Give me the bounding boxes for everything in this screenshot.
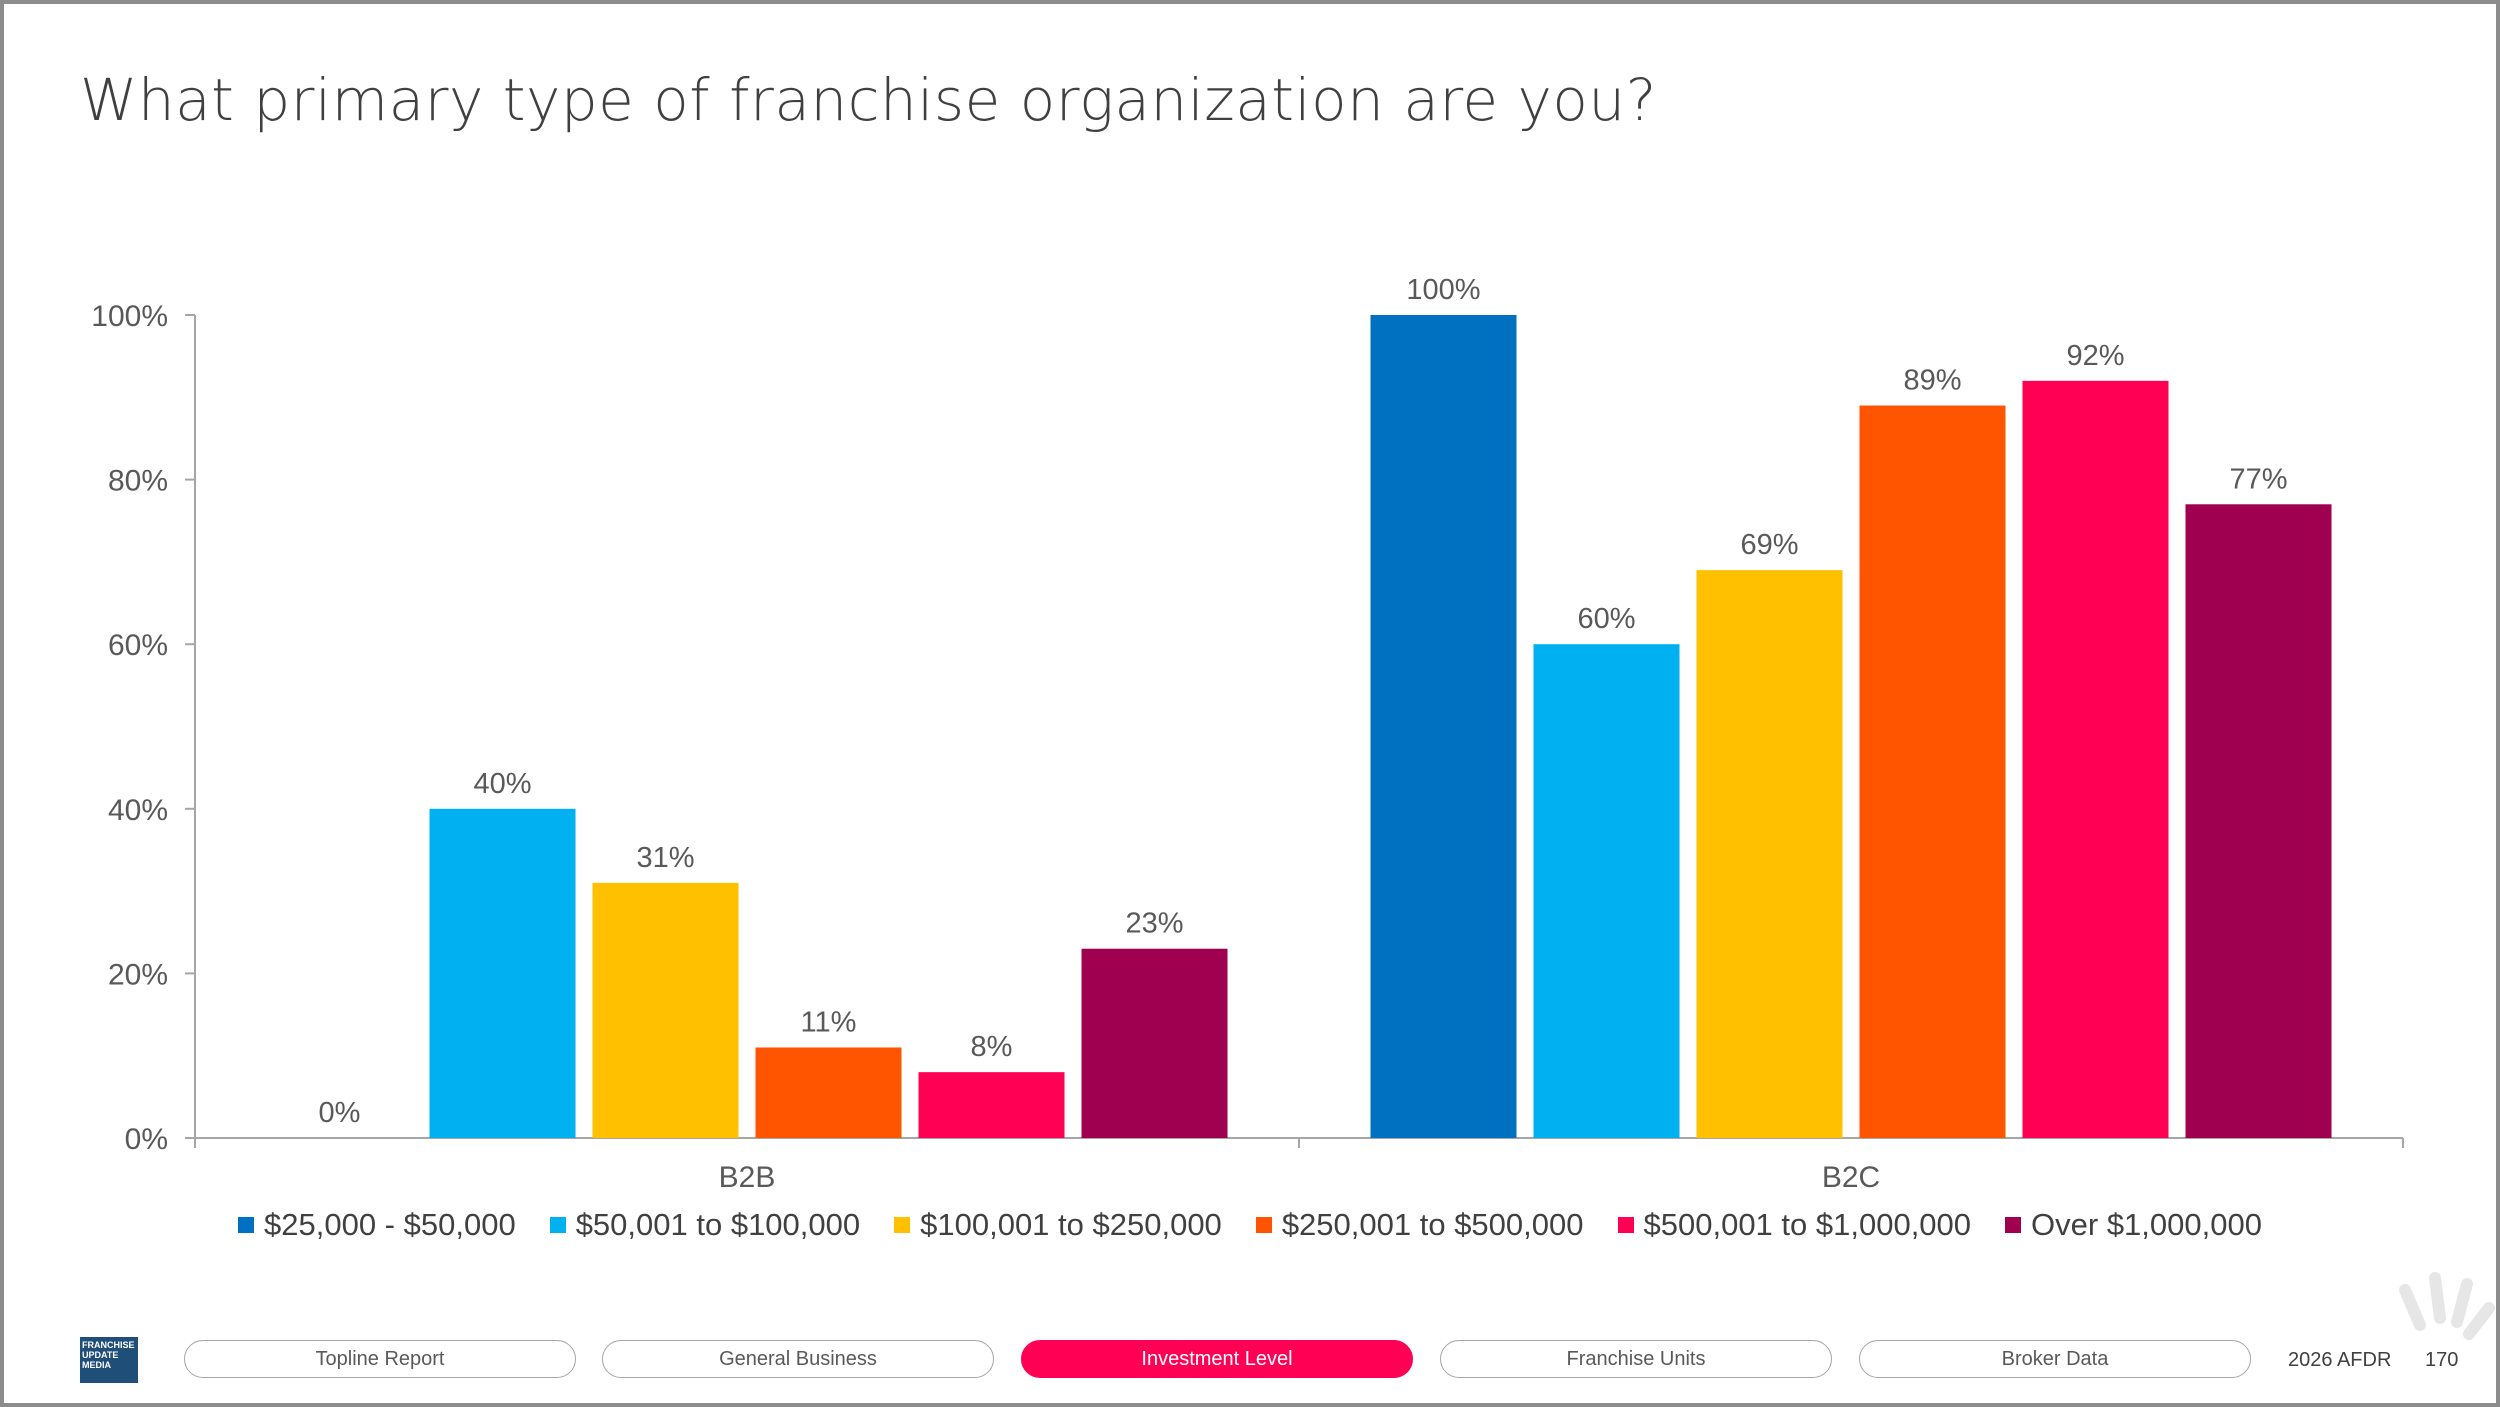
bar xyxy=(1533,644,1680,1138)
slide-title: What primary type of franchise organizat… xyxy=(80,66,1657,134)
bar-data-label: 11% xyxy=(801,1006,857,1038)
legend-swatch xyxy=(894,1217,911,1233)
page-number: 170 xyxy=(2425,1349,2459,1371)
franchise-update-media-logo: FRANCHISE UPDATE MEDIA xyxy=(80,1337,138,1383)
legend-label: Over $1,000,000 xyxy=(2031,1207,2262,1242)
y-tick-label: 0% xyxy=(125,1123,168,1156)
bar-data-label: 31% xyxy=(636,842,694,874)
bar xyxy=(2185,504,2332,1138)
legend-swatch xyxy=(1617,1217,1634,1233)
bar xyxy=(918,1072,1065,1138)
legend-swatch xyxy=(2005,1217,2022,1233)
bar xyxy=(755,1047,902,1138)
y-tick-label: 20% xyxy=(108,958,168,991)
legend-label: $25,000 - $50,000 xyxy=(264,1207,516,1242)
bar xyxy=(2022,380,2169,1139)
bar-data-label: 77% xyxy=(2229,463,2287,495)
bar-data-label: 23% xyxy=(1125,908,1183,940)
y-tick-label: 60% xyxy=(108,629,168,662)
nav-tab-franchise-units[interactable]: Franchise Units xyxy=(1440,1340,1832,1378)
sunburst-decoration-icon xyxy=(2399,1272,2495,1340)
y-tick-label: 40% xyxy=(108,794,168,827)
nav-tab-general-business[interactable]: General Business xyxy=(602,1340,994,1378)
logo-line-1: FRANCHISE xyxy=(82,1340,135,1350)
bar-data-label: 69% xyxy=(1740,529,1798,561)
bar xyxy=(1081,948,1228,1138)
bar-data-label: 92% xyxy=(2066,340,2124,372)
bar-data-label: 0% xyxy=(319,1097,361,1129)
bar xyxy=(1370,315,1517,1138)
bar-chart: 0% 20% 40% 60% 80% 100% 0% 40% 31% 11% 8% 23% B2B 100… xyxy=(91,274,2404,1194)
nav-tab-investment-level[interactable]: Investment Level xyxy=(1021,1340,1413,1378)
legend-item: $50,001 to $100,000 xyxy=(549,1207,861,1243)
x-category-label: B2C xyxy=(1822,1161,1880,1194)
bar-data-label: 60% xyxy=(1577,603,1635,635)
legend-swatch xyxy=(1255,1217,1272,1233)
y-tick-label: 80% xyxy=(108,465,168,498)
legend-item: Over $1,000,000 xyxy=(2005,1207,2262,1243)
bar-data-label: 40% xyxy=(473,768,531,800)
bar-data-label: 8% xyxy=(971,1031,1013,1063)
y-tick-label: 100% xyxy=(91,300,168,333)
bar xyxy=(1859,405,2006,1138)
legend-swatch xyxy=(549,1217,566,1233)
logo-line-3: MEDIA xyxy=(82,1360,111,1370)
report-name: 2026 AFDR xyxy=(2288,1349,2392,1371)
x-category-label: B2B xyxy=(719,1161,776,1194)
logo-line-2: UPDATE xyxy=(82,1350,119,1360)
legend-item: $250,001 to $500,000 xyxy=(1255,1207,1584,1243)
chart-legend: $25,000 - $50,000 $50,001 to $100,000 $100… xyxy=(0,1207,2500,1243)
legend-item: $500,001 to $1,000,000 xyxy=(1617,1207,1972,1243)
nav-tab-broker-data[interactable]: Broker Data xyxy=(1859,1340,2251,1378)
bar-data-label: 100% xyxy=(1406,274,1480,306)
legend-label: $500,001 to $1,000,000 xyxy=(1643,1207,1972,1242)
legend-item: $25,000 - $50,000 xyxy=(238,1207,516,1243)
bar xyxy=(1696,570,1843,1138)
bar-data-label: 89% xyxy=(1903,365,1961,397)
legend-label: $50,001 to $100,000 xyxy=(575,1207,861,1242)
legend-label: $100,001 to $250,000 xyxy=(920,1207,1222,1242)
bar xyxy=(429,808,576,1138)
legend-swatch xyxy=(238,1217,255,1233)
bar xyxy=(592,882,739,1138)
legend-item: $100,001 to $250,000 xyxy=(894,1207,1222,1243)
nav-tab-topline-report[interactable]: Topline Report xyxy=(184,1340,576,1378)
legend-label: $250,001 to $500,000 xyxy=(1281,1207,1584,1242)
